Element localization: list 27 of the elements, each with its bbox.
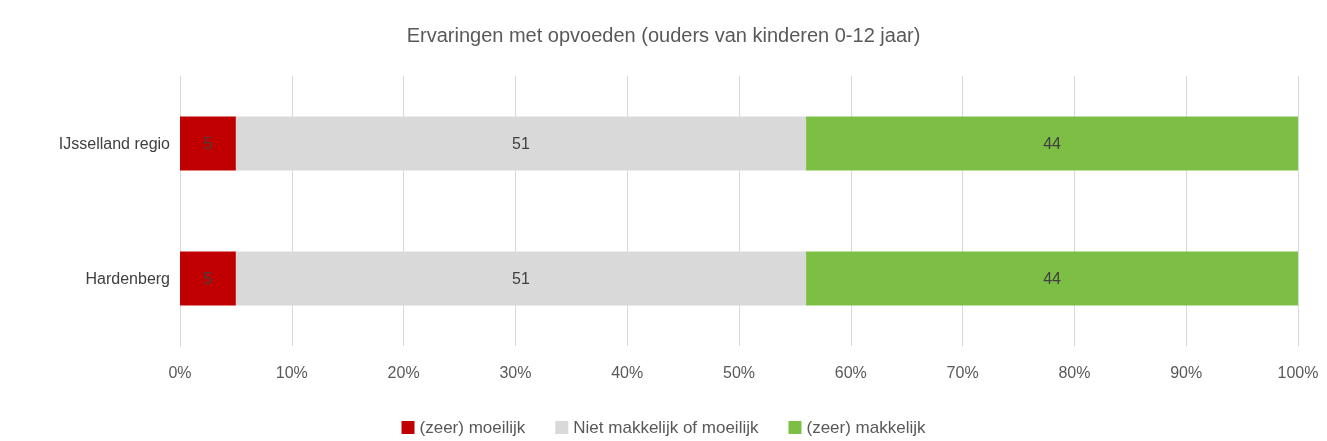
x-tick-label: 90%: [1170, 363, 1203, 381]
x-tick-label: 30%: [499, 363, 532, 381]
bar: [806, 251, 1298, 306]
data-label: 5: [203, 270, 213, 287]
x-tick-label: 0%: [168, 363, 192, 381]
y-tick-label: IJsselland regio: [58, 135, 171, 152]
legend-label: (zeer) makkelijk: [806, 418, 926, 437]
chart-title: Ervaringen met opvoeden (ouders van kinderen 0-12 jaar): [406, 24, 921, 46]
y-tick-label: Hardenberg: [85, 270, 170, 287]
bar: [180, 116, 236, 171]
data-label: 44: [1043, 270, 1062, 287]
x-tick-label: 10%: [275, 363, 308, 381]
x-tick-label: 50%: [722, 363, 756, 381]
data-label: 5: [203, 135, 213, 152]
legend-label: Niet makkelijk of moeilijk: [573, 418, 759, 437]
legend-label: (zeer) moeilijk: [419, 418, 526, 437]
data-label: 44: [1043, 135, 1062, 152]
bar: [180, 251, 236, 306]
x-tick-label: 60%: [834, 363, 867, 381]
data-label: 51: [512, 270, 530, 287]
data-label: 51: [512, 135, 530, 152]
x-tick-label: 20%: [387, 363, 420, 381]
x-tick-label: 100%: [1277, 363, 1319, 381]
x-tick-label: 40%: [611, 363, 644, 381]
x-tick-label: 80%: [1058, 363, 1091, 381]
x-tick-label: 70%: [946, 363, 979, 381]
bar: [806, 116, 1298, 171]
